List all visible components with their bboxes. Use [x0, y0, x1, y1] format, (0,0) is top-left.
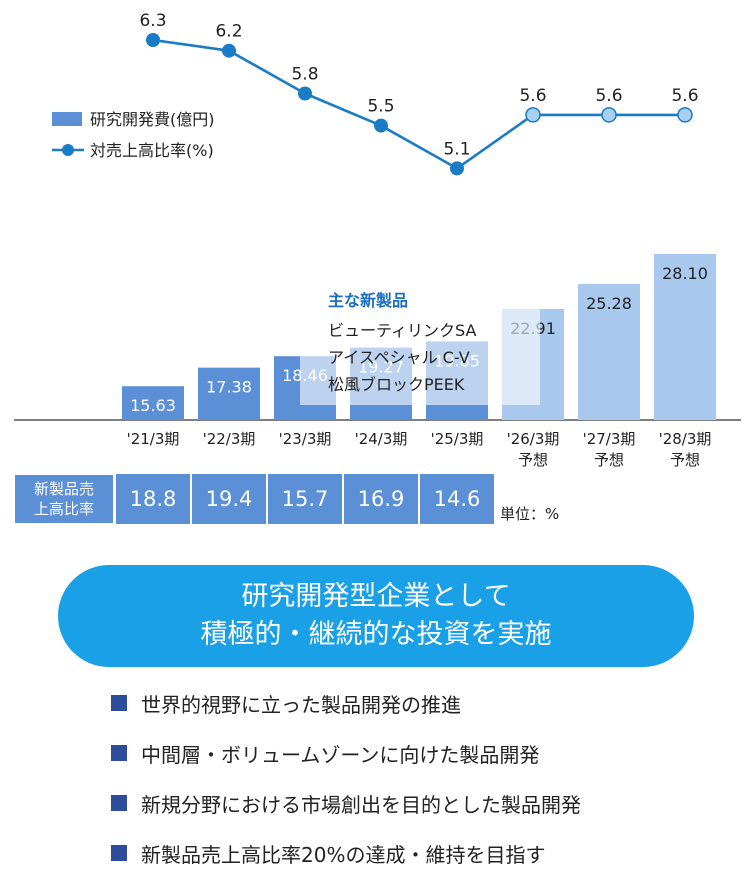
square-bullet-icon — [111, 795, 127, 811]
line-point-3 — [374, 118, 388, 133]
x-tick-sublabel-6: 予想 — [594, 451, 624, 469]
square-bullet-icon — [111, 845, 127, 861]
x-tick-label-7: '28/3期 — [659, 430, 712, 448]
banner-line1: 研究開発型企業として — [241, 581, 511, 612]
bar-1 — [198, 367, 260, 420]
bar-0 — [122, 386, 184, 420]
legend-line-marker — [62, 144, 74, 156]
x-tick-sublabel-5: 予想 — [518, 451, 548, 469]
legend-line-label: 対売上高比率(%) — [90, 141, 214, 160]
list-item: 新規分野における市場創出を目的とした製品開発 — [111, 790, 581, 817]
line-value-label-4: 5.1 — [443, 139, 470, 159]
new-product-item-0: ビューティリンクSA — [328, 321, 476, 340]
x-tick-label-3: '24/3期 — [355, 430, 408, 448]
line-segment-1 — [228, 49, 306, 95]
bar-value-label-1: 17.38 — [206, 378, 252, 397]
list-item-text: 中間層・ボリュームゾーンに向けた製品開発 — [141, 742, 540, 767]
line-point-6 — [601, 107, 617, 123]
legend-bar-label: 研究開発費(億円) — [90, 110, 215, 129]
policy-list: 世界的視野に立った製品開発の推進 中間層・ボリュームゾーンに向けた製品開発 新規… — [111, 690, 581, 890]
line-value-label-1: 6.2 — [215, 22, 242, 42]
line-segment-4 — [456, 113, 534, 170]
line-segment-3 — [380, 124, 458, 170]
list-item: 新製品売上高比率20%の達成・維持を目指す — [111, 840, 581, 867]
line-value-label-0: 6.3 — [139, 11, 166, 31]
line-value-label-3: 5.5 — [367, 97, 394, 117]
bar-6 — [578, 283, 640, 420]
x-tick-label-1: '22/3期 — [203, 430, 256, 448]
new-product-item-1: アイスペシャル C-V — [328, 348, 470, 367]
line-point-5 — [525, 107, 541, 123]
bar-value-label-0: 15.63 — [130, 396, 176, 415]
line-value-label-7: 5.6 — [671, 86, 698, 106]
line-point-7 — [677, 107, 693, 123]
ratio-cell: 15.7 — [266, 474, 342, 524]
x-tick-label-2: '23/3期 — [279, 430, 332, 448]
new-product-ratio-table: 新製品売 上高比率 18.8 19.4 15.7 16.9 14.6 — [14, 474, 494, 524]
new-products-box — [300, 279, 540, 405]
x-tick-label-6: '27/3期 — [583, 430, 636, 448]
new-products-title: 主な新製品 — [328, 291, 408, 310]
square-bullet-icon — [111, 745, 127, 761]
ratio-table-header: 新製品売 上高比率 — [14, 474, 114, 524]
x-tick-sublabel-7: 予想 — [670, 451, 700, 469]
new-product-item-2: 松風ブロックPEEK — [328, 375, 465, 394]
banner-line2: 積極的・継続的な投資を実施 — [200, 619, 552, 650]
list-item: 世界的視野に立った製品開発の推進 — [111, 690, 581, 717]
line-point-0 — [146, 33, 160, 47]
line-point-1 — [222, 43, 236, 58]
bar-value-label-7: 28.10 — [662, 264, 708, 283]
investment-banner: 研究開発型企業として 積極的・継続的な投資を実施 — [58, 565, 694, 667]
ratio-header-line1: 新製品売 — [33, 480, 94, 498]
list-item-text: 世界的視野に立った製品開発の推進 — [141, 692, 461, 717]
line-point-4 — [450, 161, 464, 176]
legend-bar-swatch — [52, 112, 82, 126]
ratio-unit-label: 単位：% — [500, 505, 560, 523]
ratio-cell: 19.4 — [190, 474, 266, 524]
x-tick-label-5: '26/3期 — [507, 430, 560, 448]
x-tick-label-4: '25/3期 — [431, 430, 484, 448]
ratio-header-line2: 上高比率 — [33, 500, 94, 518]
line-segment-0 — [152, 38, 230, 52]
list-item: 中間層・ボリュームゾーンに向けた製品開発 — [111, 740, 581, 767]
ratio-cell: 14.6 — [418, 474, 494, 524]
line-value-label-5: 5.6 — [519, 86, 546, 106]
list-item-text: 新製品売上高比率20%の達成・維持を目指す — [141, 842, 546, 867]
line-value-label-6: 5.6 — [595, 86, 622, 106]
list-item-text: 新規分野における市場創出を目的とした製品開発 — [141, 792, 581, 817]
x-tick-label-0: '21/3期 — [127, 430, 180, 448]
bar-7 — [654, 254, 716, 420]
ratio-cell: 18.8 — [114, 474, 190, 524]
line-point-2 — [298, 86, 312, 101]
square-bullet-icon — [111, 695, 127, 711]
bar-value-label-6: 25.28 — [586, 294, 632, 313]
line-segment-2 — [304, 92, 382, 127]
rd-chart: 15.6317.3818.4619.2719.8522.9125.2828.10… — [14, 11, 741, 469]
ratio-cell: 16.9 — [342, 474, 418, 524]
line-value-label-2: 5.8 — [291, 65, 318, 85]
